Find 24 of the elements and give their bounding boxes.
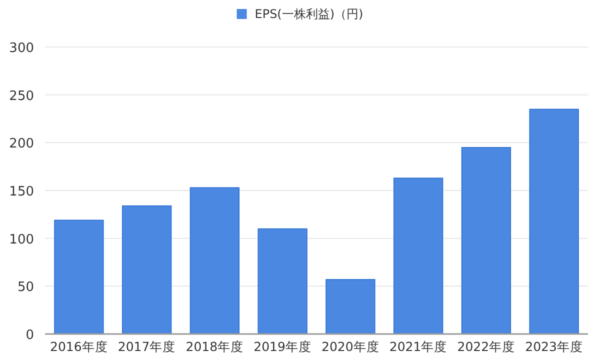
x-tick-label: 2023年度 (525, 339, 583, 354)
x-tick-label: 2021年度 (389, 339, 448, 354)
y-tick-label: 200 (9, 136, 34, 152)
bar (326, 279, 376, 334)
y-tick-label: 300 (9, 41, 34, 56)
bar (258, 228, 308, 334)
bar (461, 147, 512, 334)
x-tick-label: 2018年度 (186, 339, 244, 354)
x-tick-label: 2017年度 (118, 339, 176, 354)
y-tick-label: 150 (9, 184, 34, 200)
x-tick-label: 2020年度 (322, 339, 380, 354)
bar (529, 108, 579, 334)
bar (122, 205, 172, 334)
bar (54, 220, 104, 334)
bar (393, 178, 444, 334)
bar (190, 187, 240, 334)
y-tick-label: 100 (9, 232, 34, 248)
legend: EPS(一株利益)（円) (236, 7, 364, 21)
x-tick-label: 2019年度 (254, 339, 312, 354)
x-tick-label: 2022年度 (457, 339, 516, 354)
x-tick-label: 2016年度 (50, 339, 108, 354)
y-tick-label: 250 (9, 88, 34, 104)
y-tick-label: 50 (17, 280, 34, 296)
y-tick-label: 0 (26, 328, 34, 343)
